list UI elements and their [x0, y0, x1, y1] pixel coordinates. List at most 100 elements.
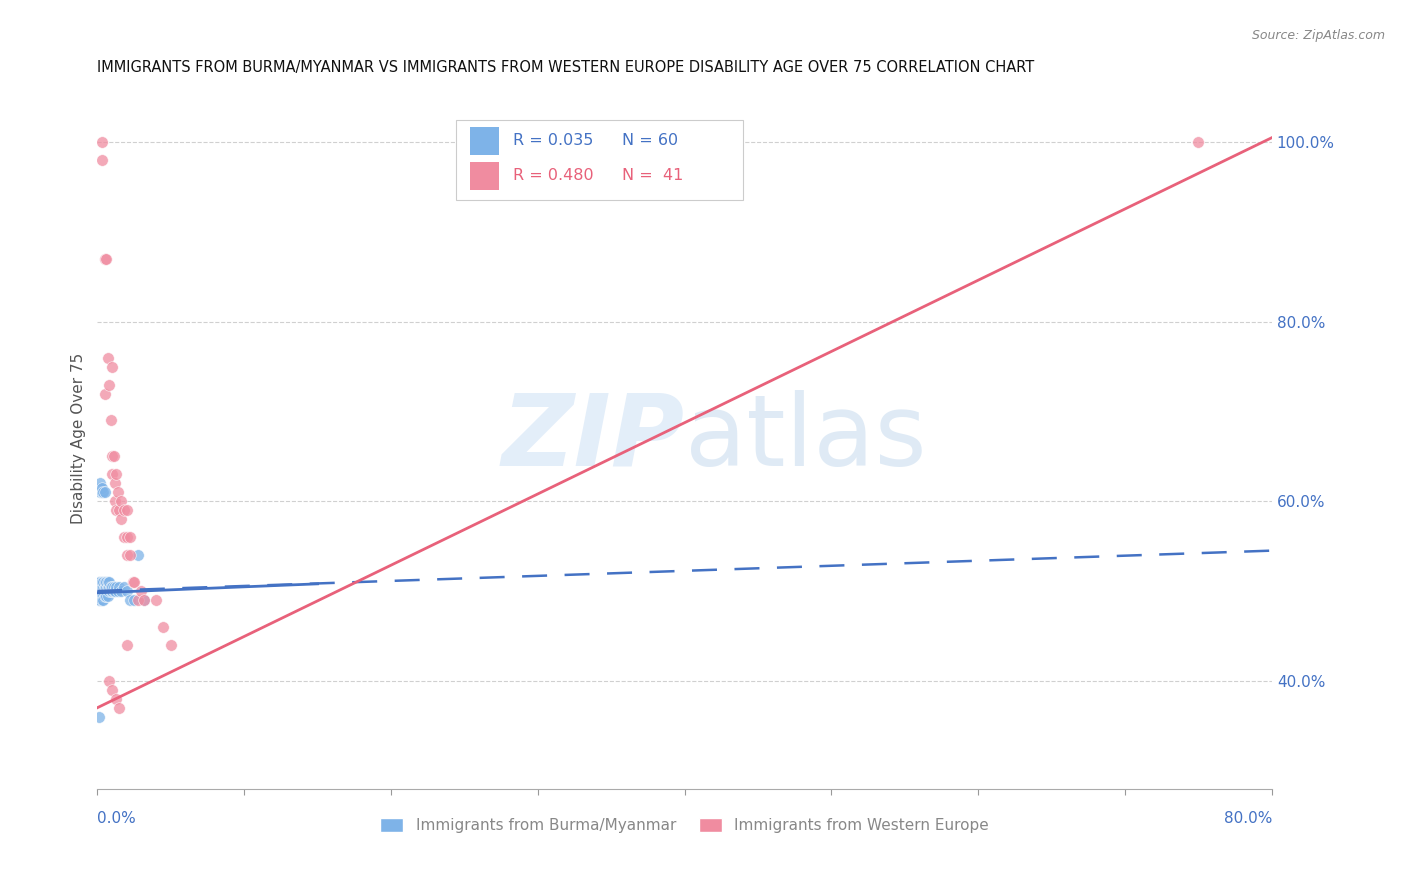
Point	[87, 709, 110, 723]
Point	[93, 485, 115, 500]
Point	[98, 584, 121, 599]
Point	[122, 575, 145, 590]
Point	[152, 620, 174, 634]
Y-axis label: Disability Age Over 75: Disability Age Over 75	[72, 352, 86, 524]
Point	[89, 575, 111, 590]
Legend: Immigrants from Burma/Myanmar, Immigrants from Western Europe: Immigrants from Burma/Myanmar, Immigrant…	[381, 818, 988, 833]
Point	[145, 593, 167, 607]
Point	[91, 575, 114, 590]
Text: R = 0.480: R = 0.480	[513, 169, 593, 183]
Point	[87, 584, 110, 599]
Point	[100, 580, 122, 594]
Point	[131, 584, 153, 599]
Point	[105, 467, 128, 482]
Point	[121, 575, 143, 590]
Point	[98, 575, 121, 590]
Point	[91, 589, 114, 603]
Point	[115, 638, 138, 652]
Point	[110, 584, 132, 599]
Text: 0.0%: 0.0%	[97, 811, 136, 826]
Point	[112, 580, 135, 594]
Point	[108, 503, 131, 517]
Text: N = 60: N = 60	[623, 133, 679, 148]
Point	[122, 593, 145, 607]
Point	[97, 575, 120, 590]
Point	[115, 530, 138, 544]
Point	[107, 485, 129, 500]
Point	[112, 530, 135, 544]
Point	[91, 593, 114, 607]
Point	[98, 673, 121, 688]
FancyBboxPatch shape	[456, 120, 744, 201]
Point	[90, 584, 112, 599]
Point	[118, 593, 141, 607]
Point	[104, 494, 127, 508]
Point	[98, 580, 121, 594]
Point	[93, 575, 115, 590]
Point	[1187, 135, 1209, 149]
Point	[101, 584, 124, 599]
Point	[90, 580, 112, 594]
Point	[104, 476, 127, 491]
Point	[93, 386, 115, 401]
Point	[90, 153, 112, 167]
FancyBboxPatch shape	[470, 127, 499, 155]
Point	[127, 548, 149, 562]
Point	[89, 476, 111, 491]
FancyBboxPatch shape	[470, 161, 499, 190]
Point	[91, 485, 114, 500]
Point	[103, 450, 125, 464]
Point	[108, 700, 131, 714]
Point	[90, 593, 112, 607]
Point	[90, 575, 112, 590]
Point	[104, 584, 127, 599]
Text: N =  41: N = 41	[623, 169, 683, 183]
Point	[118, 548, 141, 562]
Point	[97, 351, 120, 365]
Point	[89, 481, 111, 495]
Point	[115, 584, 138, 599]
Point	[96, 589, 118, 603]
Point	[89, 593, 111, 607]
Point	[90, 481, 112, 495]
Point	[159, 638, 181, 652]
Point	[107, 584, 129, 599]
Point	[103, 584, 125, 599]
Point	[101, 580, 124, 594]
Point	[90, 589, 112, 603]
Point	[134, 593, 156, 607]
Point	[87, 593, 110, 607]
Point	[97, 580, 120, 594]
Text: atlas: atlas	[685, 390, 927, 487]
Point	[96, 584, 118, 599]
Point	[105, 691, 128, 706]
Point	[93, 589, 115, 603]
Point	[127, 593, 149, 607]
Point	[89, 589, 111, 603]
Point	[101, 450, 124, 464]
Point	[91, 580, 114, 594]
Point	[101, 467, 124, 482]
Point	[96, 252, 118, 266]
Point	[101, 359, 124, 374]
Point	[103, 580, 125, 594]
Point	[110, 512, 132, 526]
Point	[93, 252, 115, 266]
Point	[97, 584, 120, 599]
Point	[87, 589, 110, 603]
Point	[90, 135, 112, 149]
Text: ZIP: ZIP	[502, 390, 685, 487]
Point	[96, 575, 118, 590]
Point	[110, 494, 132, 508]
Point	[93, 580, 115, 594]
Point	[108, 580, 131, 594]
Point	[115, 548, 138, 562]
Point	[97, 589, 120, 603]
Point	[89, 580, 111, 594]
Point	[100, 413, 122, 427]
Point	[87, 575, 110, 590]
Point	[115, 503, 138, 517]
Text: IMMIGRANTS FROM BURMA/MYANMAR VS IMMIGRANTS FROM WESTERN EUROPE DISABILITY AGE O: IMMIGRANTS FROM BURMA/MYANMAR VS IMMIGRA…	[97, 60, 1035, 75]
Point	[89, 584, 111, 599]
Text: R = 0.035: R = 0.035	[513, 133, 593, 148]
